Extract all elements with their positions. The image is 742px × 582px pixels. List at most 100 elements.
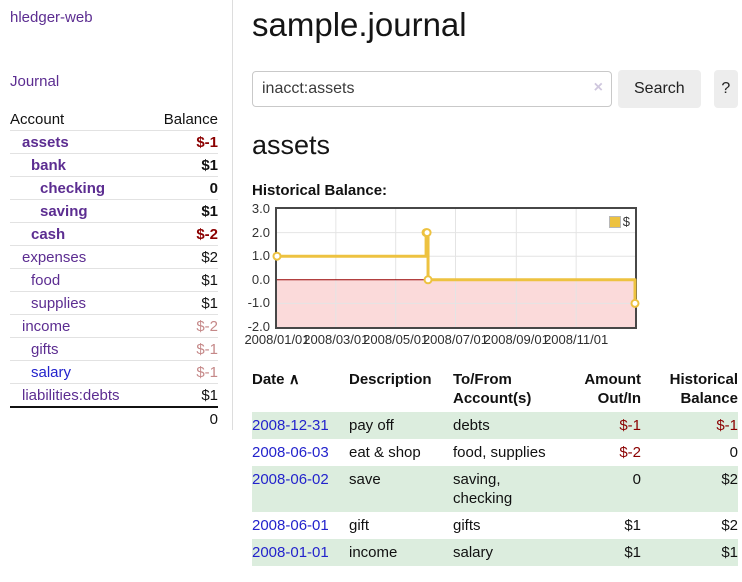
account-link-saving[interactable]: saving: [40, 203, 88, 220]
balance-column-header: Historical Balance: [669, 371, 738, 407]
amount-column-header: Amount Out/In: [584, 371, 641, 407]
account-balance: $1: [149, 291, 218, 315]
account-balance: $1: [201, 387, 218, 404]
account-row-expenses: expenses $2: [10, 245, 218, 269]
account-balance: 0: [149, 176, 218, 200]
account-link-checking[interactable]: checking: [40, 180, 106, 197]
account-link-bank[interactable]: bank: [31, 157, 67, 174]
chart-plot-area[interactable]: $: [272, 207, 640, 329]
transaction-description: income: [349, 544, 398, 561]
transaction-balance: 0: [729, 444, 738, 461]
historical-balance-chart: 3.0 2.0 1.0 0.0 -1.0 -2.0 $ 2008/01/01 2008/03…: [239, 201, 738, 350]
account-row-income: income $-2: [10, 314, 218, 338]
account-row-cash: cash $-2: [10, 222, 218, 246]
transaction-amount: $1: [624, 544, 641, 561]
account-balance: $-1: [149, 360, 218, 384]
description-column-header: Description: [349, 371, 432, 388]
account-balance: $-1: [149, 337, 218, 361]
y-tick-label: 3.0: [251, 201, 270, 216]
account-link-salary[interactable]: salary: [31, 364, 72, 381]
account-balance: $1: [149, 268, 218, 292]
chart-canvas: [272, 209, 640, 327]
sidebar: hledger-web Journal Account Balance asse…: [0, 0, 233, 430]
x-tick-label: 2008/05/01: [363, 332, 429, 347]
sidebar-accounts-table: Account Balance assets $-1 bank $1 checkin…: [10, 108, 218, 430]
x-tick-label: 2008/07/01: [422, 332, 489, 347]
y-tick-label: 1.0: [251, 248, 270, 264]
accounts-header-row: Account Balance: [10, 108, 218, 131]
transaction-amount: $-1: [619, 417, 641, 434]
search-form: × Search ?: [252, 70, 738, 108]
account-row-salary: salary $-1: [10, 360, 218, 384]
transaction-accounts: saving, checking: [453, 471, 513, 507]
legend-swatch-icon: [608, 215, 621, 228]
transaction-date-link[interactable]: 2008-01-01: [252, 544, 329, 561]
y-tick-label: 0.0: [251, 271, 270, 287]
register-table: Date ∧ Description To/From Account(s) Am…: [252, 367, 738, 566]
account-link-supplies[interactable]: supplies: [31, 295, 87, 312]
register-row: 2008-06-02 save saving, checking 0 $2: [252, 466, 738, 512]
account-row-saving: saving $1: [10, 199, 218, 223]
account-balance: $-1: [149, 130, 218, 154]
accounts-column-header: To/From Account(s): [453, 371, 532, 407]
transaction-balance: $2: [721, 517, 738, 534]
account-row-liabilities-debts: liabilities:debts $1: [10, 384, 218, 408]
help-button[interactable]: ?: [713, 70, 738, 108]
register-row: 2008-01-01 income salary $1 $1: [252, 539, 738, 566]
account-link-income[interactable]: income: [22, 318, 71, 335]
account-link-food[interactable]: food: [31, 272, 61, 289]
x-tick-label: 2008/09/01: [483, 332, 549, 347]
transaction-balance: $-1: [716, 417, 738, 434]
account-heading: assets: [252, 130, 331, 160]
register-header-row: Date ∧ Description To/From Account(s) Am…: [252, 367, 738, 412]
register-row: 2008-12-31 pay off debts $-1 $-1: [252, 412, 738, 439]
account-link-assets[interactable]: assets: [22, 134, 69, 151]
clear-search-icon[interactable]: ×: [593, 79, 603, 96]
app-brand-link[interactable]: hledger-web: [10, 9, 93, 26]
page-title: sample.journal: [252, 6, 467, 43]
sidebar-item-journal[interactable]: Journal: [10, 73, 60, 90]
account-row-food: food $1: [10, 268, 218, 292]
account-link-liabilities-debts[interactable]: liabilities:debts: [22, 387, 120, 404]
transaction-accounts: food, supplies: [453, 444, 546, 461]
transaction-accounts: gifts: [453, 517, 481, 534]
x-tick-label: 2008/01/01: [244, 332, 310, 347]
transaction-date-link[interactable]: 2008-06-02: [252, 471, 329, 488]
account-balance: $-2: [149, 222, 218, 246]
account-balance: $-2: [149, 314, 218, 338]
transaction-accounts: salary: [453, 544, 494, 561]
account-balance: $2: [149, 245, 218, 269]
main-content: sample.journal × Search ? assets Histori…: [244, 0, 738, 566]
register-row: 2008-06-03 eat & shop food, supplies $-2…: [252, 439, 738, 466]
search-input[interactable]: [252, 71, 612, 107]
transaction-date-link[interactable]: 2008-06-03: [252, 444, 329, 461]
transaction-amount: $-2: [619, 444, 641, 461]
transaction-amount: 0: [632, 471, 641, 488]
account-balance: $1: [149, 199, 218, 223]
balance-column-header: Balance: [149, 108, 218, 131]
sort-ascending-icon: ∧: [288, 371, 300, 388]
chart-title: Historical Balance:: [252, 182, 388, 199]
account-link-expenses[interactable]: expenses: [22, 249, 87, 266]
account-row-gifts: gifts $-1: [10, 337, 218, 361]
transaction-balance: $1: [721, 544, 738, 561]
transaction-description: gift: [349, 517, 370, 534]
x-tick-label: 2008/03/01: [303, 332, 369, 347]
transaction-date-link[interactable]: 2008-06-01: [252, 517, 329, 534]
account-link-gifts[interactable]: gifts: [31, 341, 59, 358]
account-row-checking: checking 0: [10, 176, 218, 200]
account-balance: $1: [149, 153, 218, 177]
transaction-date-link[interactable]: 2008-12-31: [252, 417, 329, 434]
search-button[interactable]: Search: [618, 70, 701, 108]
account-row-assets: assets $-1: [10, 130, 218, 154]
y-tick-label: 2.0: [251, 224, 270, 240]
y-tick-label: -1.0: [247, 295, 270, 311]
chart-x-axis-labels: 2008/01/01 2008/03/01 2008/05/01 2008/07/01…: [239, 332, 738, 350]
transaction-balance: $2: [721, 471, 738, 488]
date-column-header[interactable]: Date ∧: [252, 371, 300, 388]
transaction-accounts: debts: [453, 417, 490, 434]
account-row-bank: bank $1: [10, 153, 218, 177]
transaction-description: pay off: [349, 417, 394, 434]
account-link-cash[interactable]: cash: [31, 226, 66, 243]
x-tick-label: 2008/11/01: [544, 332, 609, 347]
